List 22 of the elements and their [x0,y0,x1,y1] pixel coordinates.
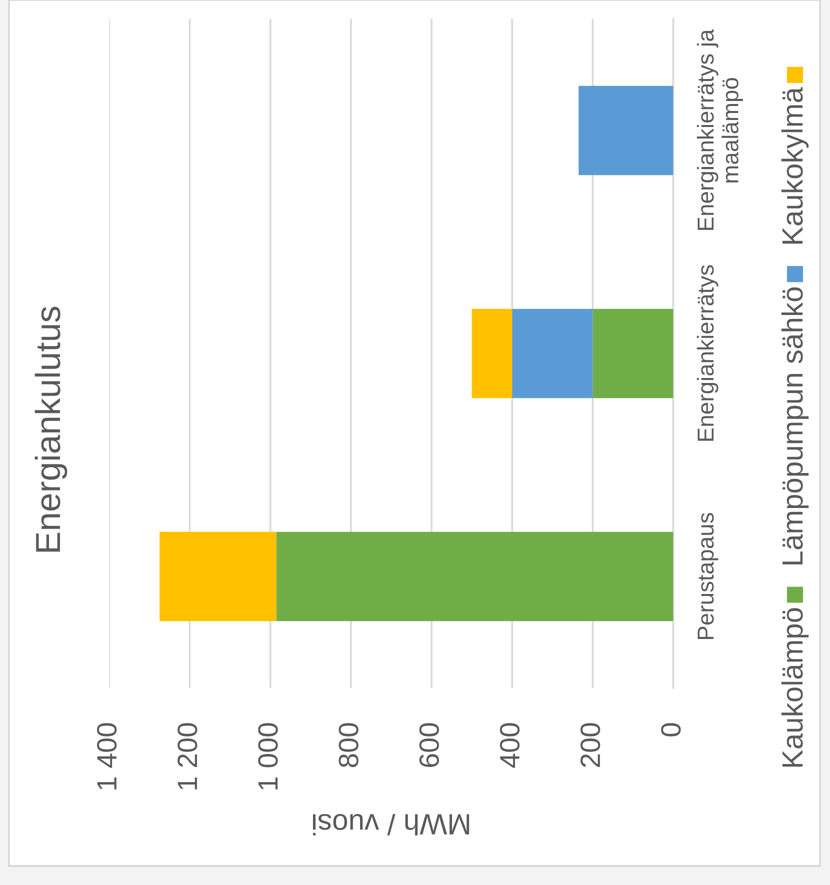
bar [276,532,674,622]
x-tick-label: 800 [338,723,358,768]
bar [160,532,276,622]
x-tick-label: 200 [580,723,600,767]
x-tick-label: 600 [419,723,439,767]
x-tick-label: 400 [500,723,520,768]
x-tick-label: 1 400 [96,723,117,790]
x-tick-label: 0 [661,723,681,736]
bar [578,86,674,176]
legend-label: Lämpöpumpun sähkö [781,287,809,564]
y-tick-label: Perustapaus [698,512,718,639]
y-tick-label: Energiankierrätys ja maalämpö [696,29,743,230]
bar [592,308,674,398]
y-tick-label: Energiankierrätys [696,265,718,441]
legend-label: Kaukokylmä [781,87,809,244]
text: Energiankulutus [34,306,68,552]
legend-label: Kaukolämpö [781,608,809,767]
bar [472,308,512,398]
x-tick-label: 1 200 [178,723,198,790]
x-tick-label: 1 000 [258,723,278,790]
x-axis-title: MWh / vuosi [312,814,470,836]
bar [512,308,593,398]
